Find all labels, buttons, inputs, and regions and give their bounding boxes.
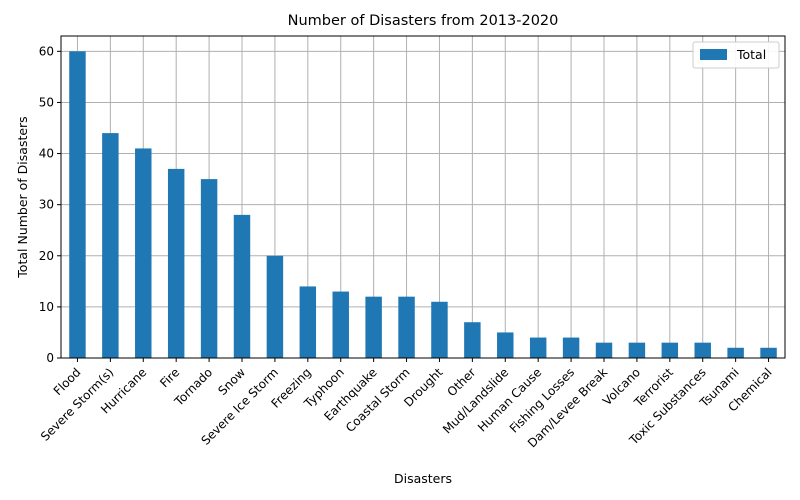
bar (233, 214, 251, 358)
bar (497, 332, 514, 358)
legend-label: Total (736, 47, 766, 62)
bar (727, 347, 744, 358)
bar (135, 148, 152, 358)
legend-frame (692, 41, 780, 69)
bar (464, 322, 481, 358)
x-tick-label: Fire (157, 365, 182, 390)
bars (69, 51, 777, 358)
y-tick-label: 40 (39, 147, 54, 161)
y-tick-label: 10 (39, 300, 54, 314)
bar (332, 291, 349, 358)
y-axis-ticks: 0 10 20 30 40 50 60 (39, 44, 61, 365)
x-axis-label: Disasters (394, 471, 452, 486)
bar (365, 296, 382, 358)
legend: Total (692, 41, 780, 69)
bar (661, 342, 679, 358)
bar (595, 342, 613, 358)
bar (431, 301, 448, 358)
bar (167, 168, 185, 358)
bar (200, 179, 218, 358)
bar (694, 342, 711, 358)
bar (529, 337, 547, 358)
bar (628, 342, 646, 358)
bar (69, 51, 86, 358)
plot-frame (60, 35, 786, 359)
y-tick-label: 50 (39, 95, 54, 109)
bar (102, 133, 119, 358)
y-tick-label: 0 (46, 351, 54, 365)
bar (398, 296, 415, 358)
bar (299, 286, 317, 358)
bar (562, 337, 580, 358)
bar (760, 347, 777, 358)
y-axis-label: Total Number of Disasters (15, 116, 30, 278)
y-tick-label: 30 (39, 198, 54, 212)
legend-swatch (700, 49, 727, 60)
y-tick-label: 20 (39, 249, 54, 263)
bar (266, 255, 284, 358)
y-tick-label: 60 (39, 44, 54, 58)
chart-title: Number of Disasters from 2013-2020 (288, 13, 559, 29)
